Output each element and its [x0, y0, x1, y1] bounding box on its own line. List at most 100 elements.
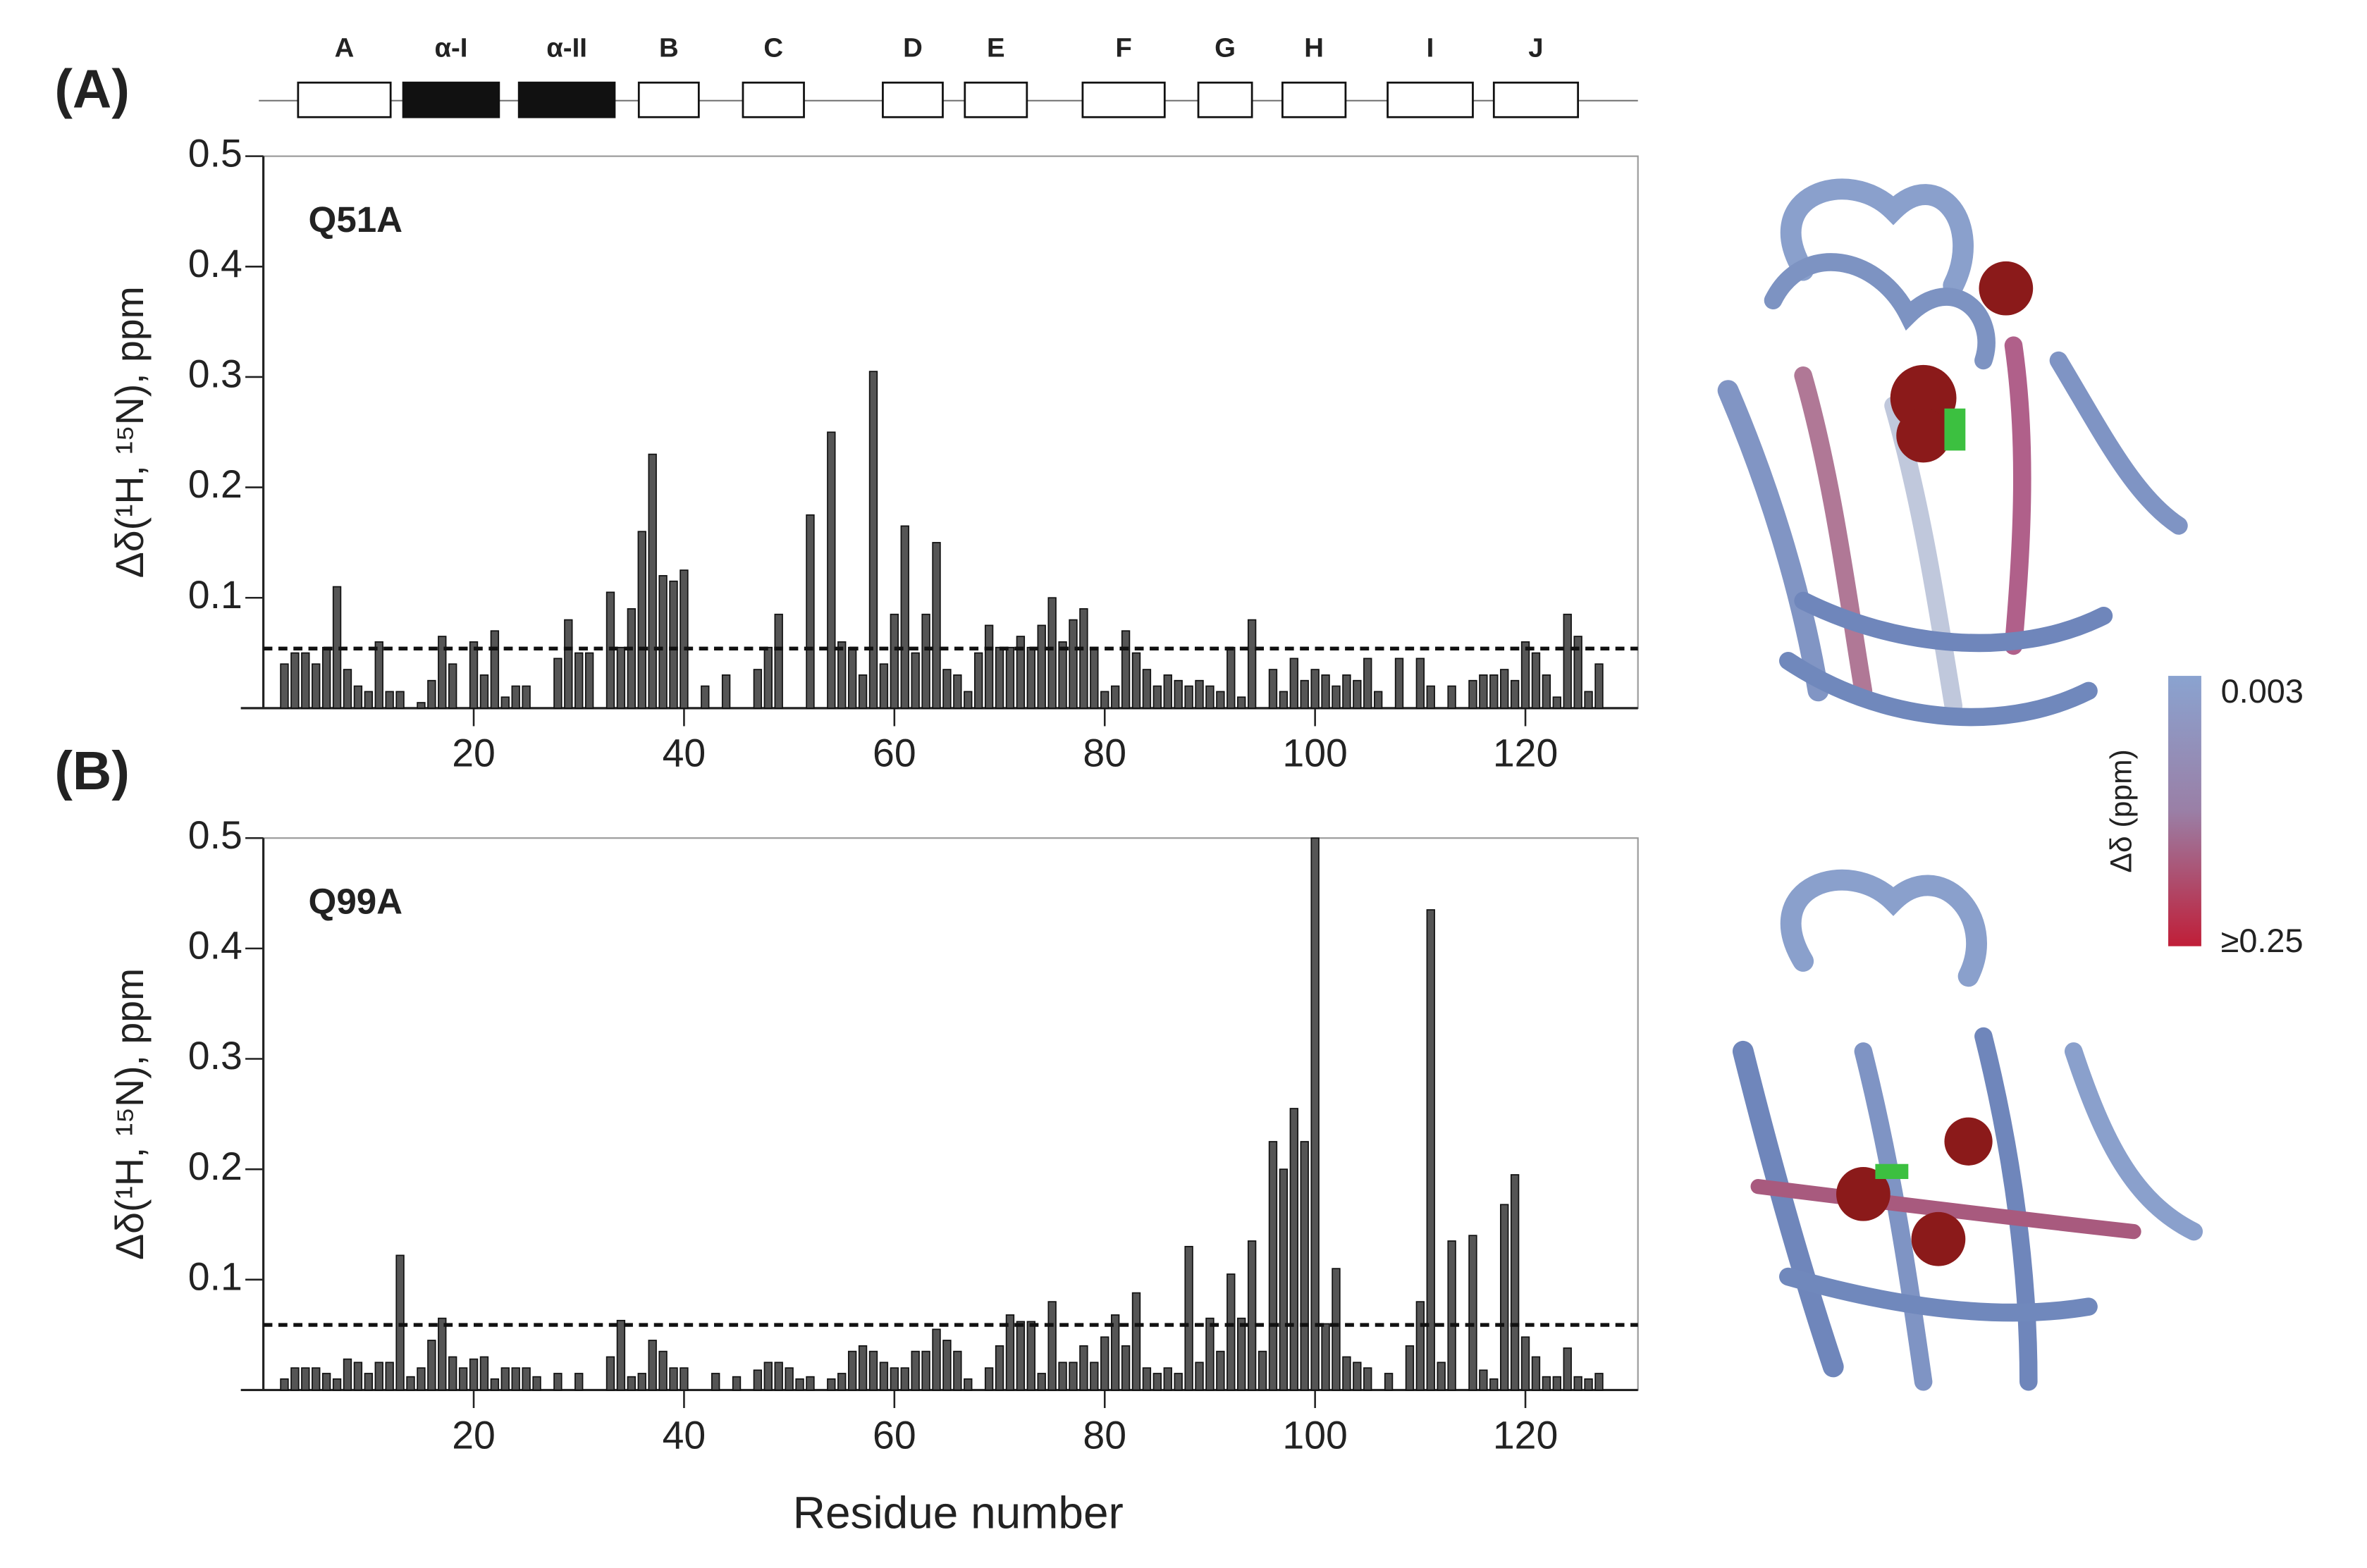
bar — [806, 514, 815, 709]
bar — [1520, 641, 1530, 709]
ss-element — [1387, 81, 1474, 118]
bar — [1100, 1336, 1109, 1391]
bar — [1121, 1345, 1131, 1391]
bar — [879, 1362, 889, 1391]
bar — [1426, 909, 1435, 1391]
ss-element — [402, 81, 500, 118]
colorbar-title: Δδ (ppm) — [2104, 749, 2138, 872]
bar — [522, 685, 531, 709]
bar — [343, 1358, 352, 1391]
bar — [680, 569, 689, 709]
bar — [1090, 1362, 1099, 1391]
bar — [1205, 685, 1215, 709]
series-label: Q99A — [309, 882, 403, 922]
bar — [312, 663, 321, 709]
bar — [1468, 1235, 1477, 1391]
bar — [427, 679, 436, 709]
bar — [1047, 597, 1057, 709]
bar — [1479, 1369, 1488, 1391]
x-tick-label: 20 — [452, 731, 496, 775]
bar — [1510, 1174, 1520, 1391]
bar — [532, 1376, 541, 1391]
protein-structure-b — [1732, 869, 2203, 1391]
bar — [984, 624, 994, 709]
ss-element — [1492, 81, 1580, 118]
bar — [479, 674, 489, 709]
bar — [711, 1373, 720, 1391]
bar — [1594, 1373, 1604, 1391]
bar — [1279, 1168, 1289, 1391]
bar — [395, 691, 405, 709]
bar — [827, 1378, 836, 1391]
bar — [637, 1373, 646, 1391]
ss-element — [1197, 81, 1253, 118]
bar — [1131, 652, 1141, 709]
y-axis-label: Δδ(¹H, ¹⁵N), ppm — [108, 286, 152, 578]
bar — [1142, 669, 1152, 709]
bar — [1384, 1373, 1394, 1391]
bar — [616, 1319, 626, 1391]
bar — [890, 613, 899, 709]
bar — [1394, 658, 1404, 709]
bar — [1069, 619, 1078, 709]
y-tick-label: 0.3 — [188, 352, 242, 396]
bar — [1174, 679, 1183, 709]
bar — [1247, 619, 1257, 709]
bar — [627, 608, 637, 709]
y-tick-label: 0.3 — [188, 1034, 242, 1078]
bar — [1226, 1273, 1236, 1391]
bar — [605, 1356, 615, 1391]
ss-element — [1081, 81, 1166, 118]
bar — [627, 1376, 637, 1391]
bar — [953, 674, 962, 709]
bar — [417, 1367, 426, 1391]
bar — [648, 1340, 657, 1391]
bar — [1258, 1350, 1267, 1391]
x-tick-label: 60 — [873, 1413, 916, 1457]
bar — [301, 652, 310, 709]
bar — [1005, 646, 1015, 709]
bar — [774, 1362, 783, 1391]
bar — [984, 1367, 994, 1391]
bar — [1205, 1317, 1215, 1391]
bar — [1500, 1204, 1509, 1391]
bar — [1026, 1321, 1035, 1391]
bar — [1415, 658, 1425, 709]
bar — [511, 685, 520, 709]
bar — [995, 1345, 1004, 1391]
bar — [1321, 1323, 1330, 1391]
bar — [511, 1367, 520, 1391]
bar — [280, 663, 289, 709]
ss-element — [882, 81, 944, 118]
y-tick-label: 0.4 — [188, 242, 242, 285]
ss-element — [517, 81, 616, 118]
bar — [522, 1367, 531, 1391]
bar — [584, 652, 594, 709]
bar — [847, 646, 857, 709]
bar — [1552, 1376, 1561, 1391]
colorbar-top-label: 0.003 — [2221, 673, 2304, 710]
bar — [774, 613, 783, 709]
bar — [1500, 669, 1509, 709]
bar — [1195, 679, 1204, 709]
bar — [1110, 1314, 1120, 1391]
bar — [1079, 608, 1088, 709]
bar — [1237, 696, 1246, 709]
bar — [1216, 1350, 1225, 1391]
bar — [1163, 674, 1172, 709]
bar — [395, 1254, 405, 1391]
bar — [911, 1350, 920, 1391]
ss-label: D — [903, 32, 923, 63]
ss-element — [742, 81, 805, 118]
bar — [637, 531, 646, 709]
bar — [1079, 1345, 1088, 1391]
bar — [932, 1328, 941, 1391]
bar — [753, 1369, 763, 1391]
protein-structure-a — [1717, 178, 2188, 727]
bar — [1184, 1245, 1193, 1391]
bar — [385, 1362, 394, 1391]
bar — [312, 1367, 321, 1391]
x-tick-label: 80 — [1083, 731, 1126, 775]
bar — [479, 1356, 489, 1391]
bar — [1584, 691, 1593, 709]
